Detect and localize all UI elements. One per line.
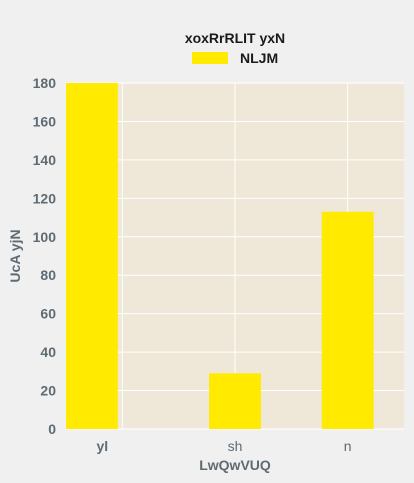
y-tick-label: 120	[33, 190, 57, 206]
y-tick-label: 40	[40, 344, 56, 360]
bar	[66, 83, 118, 429]
y-tick-label: 0	[48, 421, 56, 437]
legend: xoxRrRLIT yxN NLJM	[185, 30, 285, 66]
legend-entry: NLJM	[240, 50, 278, 66]
y-tick-label: 20	[40, 383, 56, 399]
y-tick-label: 180	[33, 75, 57, 91]
x-tick-label: yl	[96, 438, 108, 454]
x-tick-label: n	[344, 438, 352, 454]
bars	[66, 83, 374, 429]
x-tick-label: sh	[228, 438, 243, 454]
bar	[209, 373, 261, 429]
x-axis-label: LwQwVUQ	[199, 457, 271, 473]
y-tick-labels: 0 20 40 60 80 100 120 140 160 180	[33, 75, 57, 437]
y-tick-label: 160	[33, 113, 57, 129]
y-axis-label: UcA yjN	[7, 229, 23, 282]
y-tick-label: 140	[33, 152, 57, 168]
y-tick-label: 80	[40, 267, 56, 283]
y-tick-label: 100	[33, 229, 57, 245]
legend-swatch	[192, 52, 228, 64]
x-tick-labels: yl sh n	[96, 438, 351, 454]
legend-title: xoxRrRLIT yxN	[185, 30, 285, 46]
bar	[321, 211, 374, 429]
y-tick-label: 60	[40, 306, 56, 322]
